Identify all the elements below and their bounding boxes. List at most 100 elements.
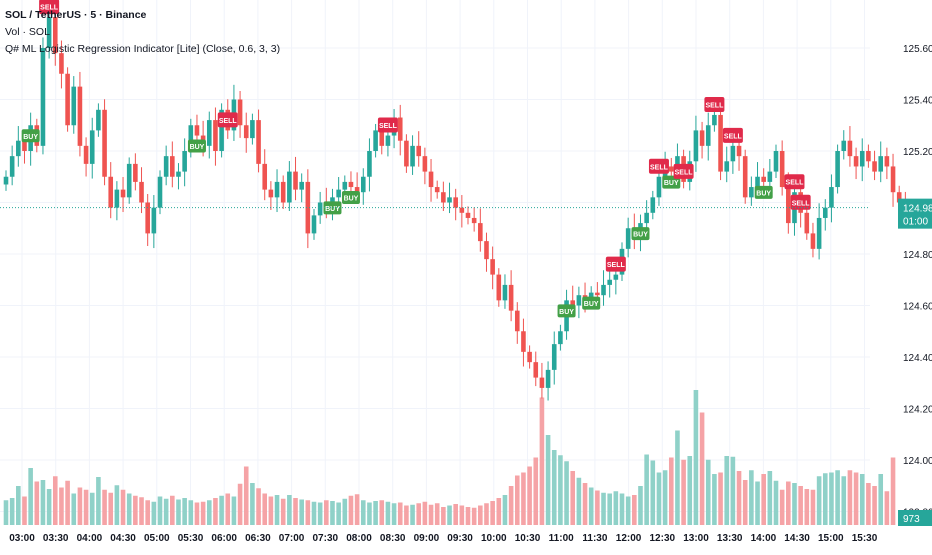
buy-label-text: BUY (559, 309, 574, 316)
volume-bar (231, 496, 237, 525)
volume-bar (176, 499, 181, 525)
volume-bar (625, 496, 631, 525)
candle-body (188, 125, 194, 151)
volume-bar (859, 474, 865, 525)
time-tick-label: 11:30 (582, 533, 607, 544)
candle-body (416, 145, 422, 157)
volume-bar (299, 499, 304, 525)
time-tick-label: 06:30 (245, 533, 271, 544)
candle-body (656, 176, 662, 198)
candle-body (256, 120, 261, 164)
symbol-title[interactable]: SOL / TetherUS · 5 · Binance (5, 9, 147, 21)
candle-body (219, 109, 224, 151)
time-axis[interactable]: 03:00 03:30 04:00 04:30 05:00 05:30 06:00 06:30… (9, 533, 878, 544)
volume-bar (619, 493, 625, 525)
candle-body (293, 171, 298, 190)
volume-bar (576, 477, 582, 525)
chart-legend: SOL / TetherUS · 5 · Binance Vol · SOL Q… (5, 7, 280, 58)
volume-bar (311, 501, 317, 525)
candle-body (434, 187, 440, 193)
volume-bar (28, 468, 33, 525)
price-tick-label: 124.20 (903, 405, 932, 416)
volume-bar (884, 491, 890, 525)
candle-body (280, 181, 286, 203)
volume-legend[interactable]: Vol · SOL (5, 26, 50, 38)
volume-bar (410, 504, 415, 525)
buy-signal: BUY (557, 304, 576, 318)
candle-body (77, 86, 83, 146)
candle-body (650, 197, 656, 213)
volume-bar (465, 507, 471, 525)
price-tick-label: 124.00 (903, 456, 932, 467)
grid (0, 0, 870, 520)
price-tick-label: 124.80 (903, 250, 932, 261)
candle-body (441, 192, 446, 203)
volume-bar (102, 489, 107, 525)
volume-bar (250, 483, 255, 525)
candle-body (742, 156, 748, 198)
candle-body (712, 114, 717, 126)
candle-body (250, 120, 255, 139)
sell-label (605, 256, 626, 272)
volume-bar (804, 489, 810, 525)
time-tick-label: 10:00 (481, 533, 507, 544)
volume-bar (360, 500, 366, 525)
volume-bar (194, 502, 200, 525)
candle-body (114, 189, 120, 208)
buy-label-text: BUY (633, 232, 648, 239)
volume-bar (34, 481, 40, 525)
time-tick-label: 04:00 (77, 533, 103, 544)
volume-bar (638, 486, 643, 525)
sell-signal: SELL (39, 0, 60, 15)
volume-bar (835, 470, 840, 525)
time-tick-label: 14:30 (784, 533, 810, 544)
time-tick-label: 10:30 (515, 533, 541, 544)
volume-bar (219, 495, 224, 525)
volume-pane (3, 390, 896, 525)
volume-bar (816, 476, 822, 525)
buy-label-text: BUY (344, 196, 359, 203)
volume-bar (527, 466, 532, 525)
sell-label (648, 158, 669, 174)
volume-bar (595, 490, 600, 525)
volume-bar (558, 455, 563, 525)
volume-bar (866, 483, 871, 525)
candle-body (397, 117, 403, 141)
candle-body (16, 140, 21, 157)
time-tick-label: 12:30 (650, 533, 676, 544)
candle-body (625, 228, 631, 249)
candle-body (829, 187, 834, 208)
last-price-value: 124.98 (903, 204, 932, 215)
candle-body (490, 259, 495, 275)
volume-bar (40, 480, 46, 525)
buy-label (754, 185, 773, 199)
volume-bar (9, 498, 15, 525)
price-axis[interactable]: 125.60125.40125.20125.00124.80124.60124.… (903, 44, 932, 519)
candle-body (890, 166, 896, 193)
last-price-tag (898, 198, 932, 229)
volume-bar (441, 507, 446, 525)
sell-label (673, 163, 694, 179)
volume-bar (588, 487, 594, 525)
time-tick-label: 03:00 (9, 533, 35, 544)
price-tick-label: 124.60 (903, 302, 932, 313)
time-tick-label: 13:00 (683, 533, 709, 544)
volume-bar (453, 504, 458, 525)
volume-bar (798, 486, 803, 525)
indicator-legend[interactable]: Q# ML Logistic Regression Indicator [Lit… (5, 43, 281, 55)
volume-bar (126, 493, 132, 525)
candle-body (287, 171, 292, 203)
sell-label (377, 117, 398, 133)
volume-bar (182, 498, 187, 525)
sell-signal: SELL (722, 127, 743, 143)
volume-bar (724, 456, 730, 525)
last-price-countdown: 01:00 (903, 217, 928, 228)
sell-label-text: SELL (607, 262, 626, 269)
candle-body (595, 292, 600, 296)
axis-tags: 124.98 01:00 973 (898, 198, 932, 526)
volume-bar (3, 500, 9, 525)
volume-bar (206, 500, 212, 525)
candle-body (59, 53, 64, 74)
